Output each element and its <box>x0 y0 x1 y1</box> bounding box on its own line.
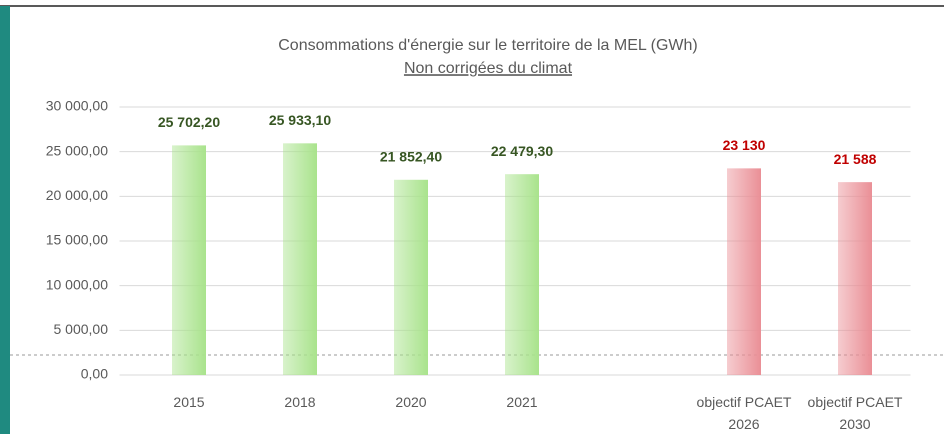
value-label: 21 588 <box>834 151 877 167</box>
bar <box>727 168 761 375</box>
x-tick-label: 2018 <box>284 394 316 410</box>
y-tick-label: 10 000,00 <box>46 276 108 292</box>
y-tick-label: 5 000,00 <box>54 321 109 337</box>
x-tick-label: 2021 <box>506 394 538 410</box>
bar <box>283 143 317 375</box>
y-tick-label: 30 000,00 <box>46 98 108 114</box>
x-tick-label: objectif PCAET 2026 <box>696 394 792 432</box>
x-tick-label: objectif PCAET 2030 <box>807 394 903 432</box>
bar <box>394 179 428 375</box>
left-border <box>0 6 10 434</box>
bar <box>172 145 206 375</box>
y-tick-label: 0,00 <box>81 366 108 382</box>
value-label: 25 702,20 <box>158 114 220 130</box>
value-label: 22 479,30 <box>491 143 553 159</box>
y-tick-label: 20 000,00 <box>46 187 108 203</box>
x-tick-label: 2015 <box>173 394 205 410</box>
value-label: 23 130 <box>723 137 766 153</box>
bar <box>838 182 872 375</box>
chart-subtitle: Non corrigées du climat <box>404 60 573 77</box>
y-tick-label: 15 000,00 <box>46 232 108 248</box>
bar <box>505 174 539 375</box>
y-tick-label: 25 000,00 <box>46 142 108 158</box>
value-label: 21 852,40 <box>380 148 442 164</box>
x-tick-label: 2020 <box>395 394 427 410</box>
chart-title: Consommations d'énergie sur le territoir… <box>278 37 698 54</box>
value-label: 25 933,10 <box>269 112 331 128</box>
